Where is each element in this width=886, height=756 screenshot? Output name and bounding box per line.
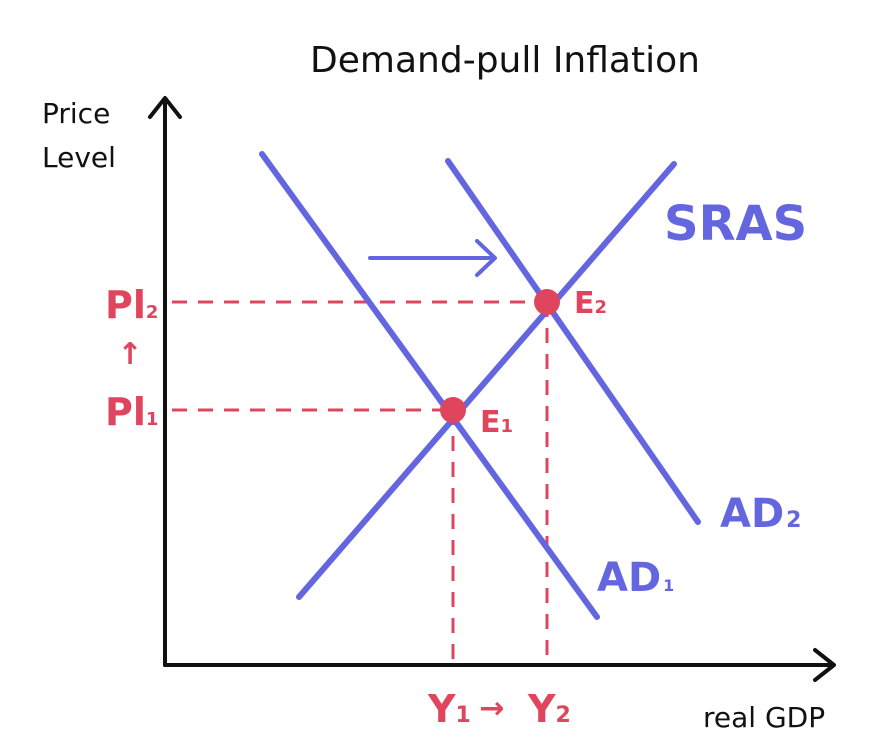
pl1-label: Pl1 — [105, 390, 158, 434]
y1-label-main: Y — [427, 687, 456, 731]
pl2-label: Pl2 — [105, 283, 158, 327]
axes — [148, 96, 836, 682]
pl1-label-main: Pl — [105, 390, 146, 434]
y2-label-sub: 2 — [556, 703, 571, 728]
equilibrium-point-e1 — [440, 397, 466, 423]
e2-label-main: E — [574, 286, 595, 321]
e1-label-sub: 1 — [501, 416, 514, 437]
price-level-shift-arrow: ↑ — [117, 337, 142, 372]
e2-label-sub: 2 — [595, 297, 608, 318]
y-axis-label-line2: Level — [42, 141, 116, 174]
ad2-curve — [445, 158, 701, 525]
ad1-label: AD 1 — [597, 555, 674, 601]
sras-label: SRAS — [664, 196, 807, 252]
y-axis-arrowhead — [148, 96, 182, 119]
ad1-label-sub: 1 — [663, 576, 674, 595]
diagram-title: Demand-pull Inflation — [310, 40, 700, 81]
guide-lines — [172, 300, 549, 665]
e1-label: E1 — [480, 405, 513, 440]
pl2-label-sub: 2 — [146, 302, 159, 323]
ad2-label: AD2 — [720, 491, 801, 537]
y2-label-main: Y — [527, 687, 556, 731]
e1-label-main: E — [480, 405, 501, 440]
ad1-label-main: AD — [597, 555, 661, 601]
y1-label: Y1 — [427, 687, 471, 731]
output-shift-arrow: → — [479, 691, 504, 726]
equilibrium-point-e2 — [534, 289, 560, 315]
sras-curve — [296, 161, 677, 600]
pl2-label-main: Pl — [105, 283, 146, 327]
ad2-label-main: AD — [720, 491, 784, 537]
x-axis-label: real GDP — [703, 701, 825, 734]
ad1-curve — [259, 151, 600, 620]
y2-label: Y2 — [527, 687, 571, 731]
x-axis-arrowhead — [813, 648, 836, 682]
e2-label: E2 — [574, 286, 607, 321]
y-axis-label-line1: Price — [42, 97, 110, 130]
y1-label-sub: 1 — [456, 703, 471, 728]
pl1-label-sub: 1 — [146, 409, 159, 430]
shift-arrow-head — [475, 239, 497, 277]
curves — [259, 151, 701, 620]
ad2-label-sub: 2 — [786, 508, 801, 533]
